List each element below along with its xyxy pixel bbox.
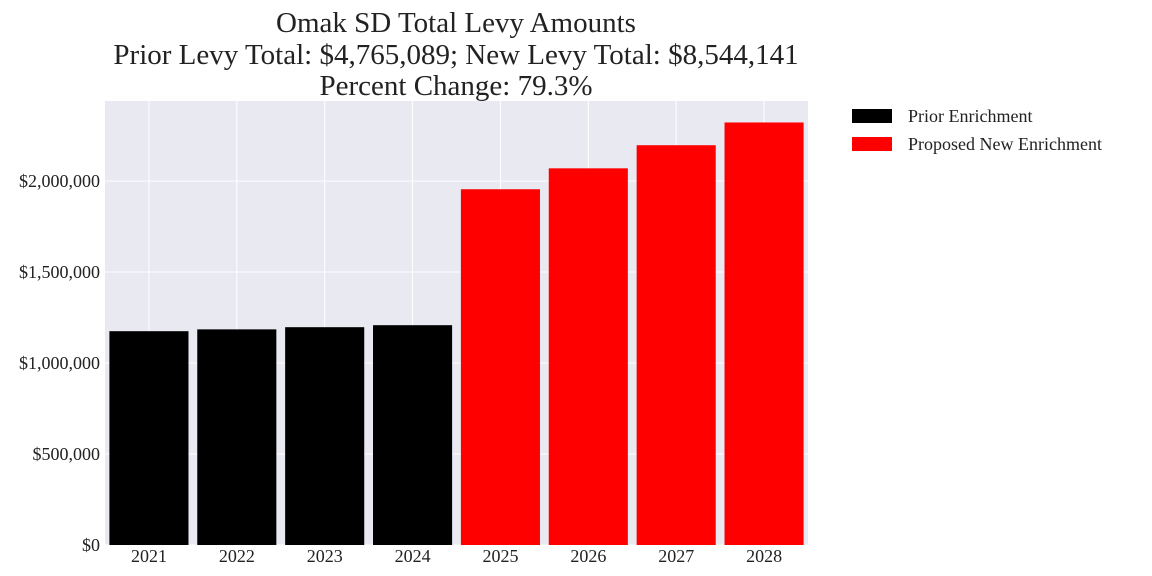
x-tick-label: 2025 (482, 546, 518, 566)
bar-2021 (109, 331, 189, 545)
bar-2022 (197, 329, 277, 545)
bar-2025 (460, 189, 540, 546)
y-tick-label: $1,500,000 (19, 262, 100, 282)
bars (109, 122, 804, 546)
bar-2028 (724, 122, 804, 545)
bar-2024 (373, 325, 453, 545)
chart-title: Omak SD Total Levy Amounts Prior Levy To… (113, 7, 798, 102)
x-tick-label: 2028 (746, 546, 782, 566)
legend: Prior Enrichment Proposed New Enrichment (852, 106, 1102, 154)
legend-label: Prior Enrichment (908, 106, 1032, 126)
x-tick-label: 2021 (131, 546, 167, 566)
x-tick-label: 2023 (307, 546, 343, 566)
legend-swatch (852, 137, 892, 151)
y-tick-label: $1,000,000 (19, 353, 100, 373)
chart-title-line-1: Omak SD Total Levy Amounts (276, 7, 636, 39)
y-tick-label: $500,000 (33, 444, 101, 464)
x-tick-label: 2026 (570, 546, 606, 566)
x-tick-label: 2027 (658, 546, 694, 566)
legend-swatch (852, 109, 892, 123)
x-axis-ticks: 2021 2022 2023 2024 2025 2026 2027 2028 (131, 546, 782, 566)
chart-title-line-3: Percent Change: 79.3% (319, 70, 592, 102)
bar-2023 (285, 327, 365, 545)
bar-2027 (636, 145, 716, 546)
y-tick-label: $0 (82, 535, 100, 555)
y-axis-ticks: $0 $500,000 $1,000,000 $1,500,000 $2,000,000 (19, 171, 100, 555)
legend-label: Proposed New Enrichment (908, 134, 1102, 154)
chart-title-line-2: Prior Levy Total: $4,765,089; New Levy T… (113, 39, 798, 71)
y-tick-label: $2,000,000 (19, 171, 100, 191)
bar-2026 (548, 168, 628, 545)
x-tick-label: 2022 (219, 546, 255, 566)
x-tick-label: 2024 (395, 546, 431, 566)
